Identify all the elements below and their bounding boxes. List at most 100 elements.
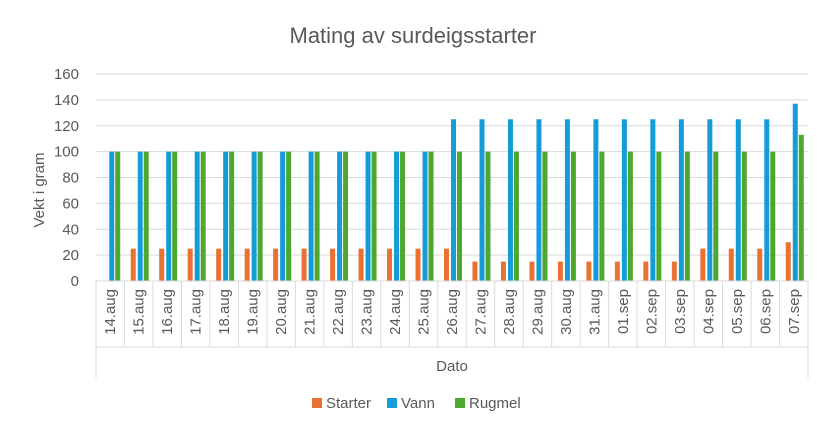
bar-vann [280,151,286,281]
bar-starter [614,261,620,281]
chart-title: Mating av surdeigsstarter [290,23,537,48]
bar-starter [330,248,336,281]
bar-vann [251,151,257,281]
legend-swatch [387,398,397,408]
bar-rugmel [513,151,519,281]
bar-vann [564,119,570,281]
x-tick-label: 03.sep [672,289,689,334]
x-tick-label: 07.sep [786,289,803,334]
bar-vann [650,119,656,281]
bar-starter [187,248,193,281]
bar-rugmel [371,151,377,281]
x-tick-label: 25.aug [416,289,433,335]
legend: Starter Vann Rugmel [312,395,521,412]
bar-rugmel [400,151,406,281]
bar-starter [244,248,250,281]
bar-rugmel [172,151,178,281]
bar-rugmel [286,151,292,281]
bar-rugmel [314,151,320,281]
legend-swatch [455,398,465,408]
x-tick-label: 26.aug [444,289,461,335]
bar-rugmel [713,151,719,281]
bar-starter [728,248,734,281]
y-tick-label: 120 [54,118,79,135]
bar-starter [273,248,279,281]
bar-vann [707,119,713,281]
bar-starter [415,248,421,281]
bar-starter [216,248,222,281]
bar-rugmel [343,151,349,281]
bar-rugmel [143,151,149,281]
bar-vann [621,119,627,281]
bar-starter [500,261,506,281]
bar-vann [223,151,229,281]
bar-vann [308,151,314,281]
bar-vann [764,119,770,281]
x-tick-label: 06.sep [757,289,774,334]
y-axis-ticks: 0 20 40 60 80 100 120 140 160 [54,66,79,290]
x-tick-label: 24.aug [387,289,404,335]
bar-vann [137,151,143,281]
legend-label: Rugmel [469,395,521,412]
x-tick-label: 14.aug [102,289,119,335]
bar-vann [166,151,172,281]
y-tick-label: 40 [62,221,79,238]
bar-vann [422,151,428,281]
x-tick-label: 16.aug [159,289,176,335]
bar-rugmel [656,151,662,281]
x-tick-label: 30.aug [558,289,575,335]
bar-starter [671,261,677,281]
x-tick-label: 04.sep [700,289,717,334]
x-tick-label: 17.aug [188,289,205,335]
x-tick-label: 21.aug [302,289,319,335]
x-tick-label: 01.sep [615,289,632,334]
bar-starter [586,261,592,281]
legend-label: Starter [326,395,371,412]
bar-vann [735,119,741,281]
x-tick-label: 31.aug [586,289,603,335]
x-tick-label: 20.aug [273,289,290,335]
x-tick-label: 22.aug [330,289,347,335]
bar-starter [444,248,449,281]
bar-rugmel [115,151,121,281]
y-tick-label: 160 [54,66,79,83]
bar-starter [387,248,393,281]
y-axis-title: Vekt i gram [31,152,48,227]
bar-rugmel [599,151,605,281]
bar-vann [593,119,599,281]
bar-starter [130,248,136,281]
y-tick-label: 80 [62,170,79,187]
x-tick-label: 18.aug [216,289,233,335]
bar-starter [301,248,307,281]
x-tick-label: 02.sep [643,289,660,334]
legend-item-vann: Vann [387,395,435,412]
bar-vann [194,151,200,281]
x-tick-label: 23.aug [359,289,376,335]
x-tick-label: 29.aug [529,289,546,335]
bar-rugmel [570,151,576,281]
bar-starter [643,261,649,281]
bar-rugmel [485,151,491,281]
bar-starter [472,261,478,281]
x-tick-label: 19.aug [245,289,262,335]
bar-rugmel [457,151,462,281]
x-tick-label: 28.aug [501,289,518,335]
bar-rugmel [428,151,434,281]
x-tick-label: 15.aug [131,289,148,335]
y-tick-label: 0 [71,273,79,290]
y-tick-label: 60 [62,195,79,212]
bar-rugmel [257,151,263,281]
x-tick-label: 05.sep [729,289,746,334]
bar-vann [109,151,115,281]
bar-rugmel [798,134,804,281]
bar-rugmel [627,151,633,281]
bar-rugmel [741,151,747,281]
bar-rugmel [770,151,776,281]
legend-item-starter: Starter [312,395,371,412]
bar-vann [678,119,684,281]
bar-vann [479,119,485,281]
bar-vann [365,151,371,281]
bar-vann [451,119,456,281]
